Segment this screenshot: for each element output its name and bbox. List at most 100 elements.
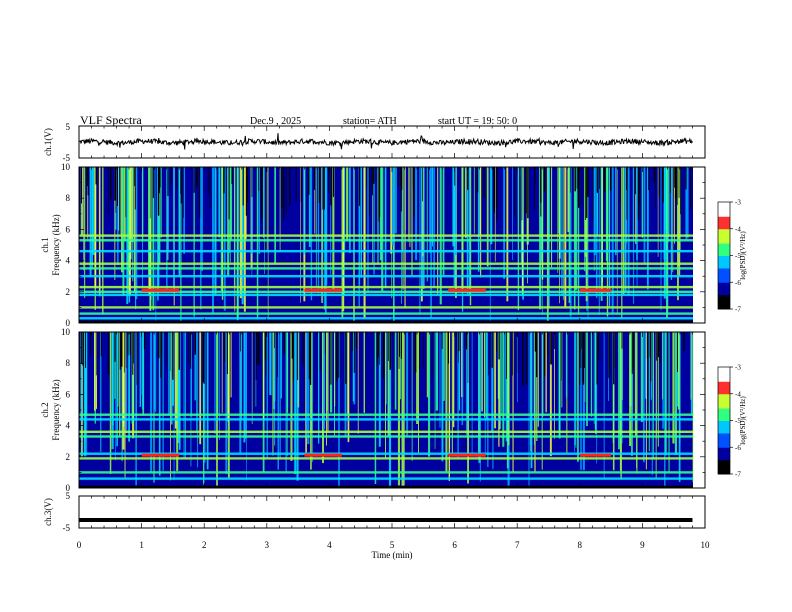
colorbar-segment xyxy=(718,278,730,281)
sferic-streak xyxy=(692,332,694,483)
colorbar-segment xyxy=(718,234,730,237)
dark-streak xyxy=(414,332,417,373)
dark-streak xyxy=(560,332,562,381)
dark-streak xyxy=(598,332,600,360)
ch1-colorbar: -3 -4 -5 -6 -7 log(PSD)(V²/Hz) xyxy=(717,199,747,314)
dark-streak xyxy=(245,167,247,216)
sferic-streak xyxy=(442,167,445,276)
sferic-streak xyxy=(541,332,543,470)
colorbar-segment xyxy=(718,424,730,427)
sferic-streak xyxy=(197,332,199,468)
sferic-streak xyxy=(391,167,394,246)
sferic-streak xyxy=(596,332,598,464)
sferic-streak xyxy=(124,167,126,242)
dark-streak xyxy=(121,332,123,367)
sferic-streak xyxy=(685,167,688,240)
dark-streak xyxy=(264,332,266,360)
colorbar-segment xyxy=(718,287,730,290)
dark-streak xyxy=(521,167,523,221)
sferic-streak xyxy=(322,167,323,264)
ch1-spectrogram-ytick-labels: 0 2 4 6 8 10 xyxy=(61,162,71,328)
colorbar-tick-label: -4 xyxy=(735,225,741,233)
sferic-streak xyxy=(464,167,467,239)
colorbar-segment xyxy=(718,465,730,468)
dark-streak xyxy=(587,167,589,197)
dark-streak xyxy=(522,332,524,387)
dark-streak xyxy=(265,332,267,376)
dark-streak xyxy=(261,167,263,219)
dark-streak xyxy=(621,332,623,349)
sferic-streak xyxy=(674,332,677,455)
sferic-streak xyxy=(428,332,431,457)
dark-streak xyxy=(152,167,154,198)
dark-streak xyxy=(596,332,598,385)
dark-streak xyxy=(534,332,536,352)
sferic-streak xyxy=(85,332,88,415)
frequency-band xyxy=(79,239,693,242)
dark-streak xyxy=(95,167,97,185)
sferic-streak xyxy=(344,167,346,253)
colorbar-segment xyxy=(718,292,730,296)
sferic-streak xyxy=(451,332,453,454)
colorbar-segment xyxy=(718,202,730,205)
sferic-streak xyxy=(263,167,264,238)
colorbar-segment xyxy=(718,207,730,210)
dark-streak xyxy=(496,167,498,221)
colorbar-tick-label: -6 xyxy=(735,444,741,452)
dark-streak xyxy=(123,332,125,373)
event-segment xyxy=(448,453,486,457)
sferic-streak xyxy=(171,332,173,425)
colorbar-segment xyxy=(718,250,730,253)
dark-streak xyxy=(82,332,84,366)
colorbar-segment xyxy=(718,259,730,262)
figure-title: VLF Spectra xyxy=(80,113,142,127)
sferic-streak xyxy=(433,167,435,288)
sferic-streak xyxy=(621,167,623,320)
sferic-streak xyxy=(521,167,524,295)
sferic-streak xyxy=(183,332,185,459)
sferic-streak xyxy=(640,332,643,422)
colorbar-segment xyxy=(718,461,730,464)
sferic-streak xyxy=(338,332,340,487)
dark-streak xyxy=(319,332,321,371)
sferic-streak xyxy=(217,332,219,415)
sferic-streak xyxy=(173,332,175,481)
dark-streak xyxy=(626,167,628,190)
dark-streak xyxy=(608,332,610,379)
sferic-streak xyxy=(668,332,670,472)
sferic-streak xyxy=(431,167,434,247)
dark-streak xyxy=(308,167,310,195)
dark-streak xyxy=(401,167,403,190)
sferic-streak xyxy=(221,332,223,413)
dark-streak xyxy=(377,332,379,358)
sferic-streak xyxy=(315,167,317,286)
sferic-streak xyxy=(394,332,397,410)
frequency-band xyxy=(79,413,693,416)
sferic-streak xyxy=(465,332,468,436)
sferic-streak xyxy=(204,332,206,463)
sferic-streak xyxy=(214,332,216,434)
sferic-streak xyxy=(641,167,644,238)
dark-streak xyxy=(525,332,528,385)
colorbar-segment xyxy=(718,298,730,301)
sferic-streak xyxy=(429,167,431,253)
dark-streak xyxy=(506,332,507,379)
sferic-streak xyxy=(593,332,595,424)
colorbar-segment xyxy=(718,374,730,377)
frequency-band xyxy=(79,430,693,433)
sferic-streak xyxy=(459,332,461,411)
dark-streak xyxy=(467,167,469,190)
ch1-ticks xyxy=(78,126,706,158)
low-frequency-band xyxy=(79,485,693,488)
colorbar-segment xyxy=(718,386,730,389)
sferic-streak xyxy=(155,332,157,413)
dark-streak xyxy=(160,332,162,378)
event-segment xyxy=(141,288,180,292)
sferic-streak xyxy=(183,167,185,254)
sferic-streak xyxy=(409,167,411,248)
event-segment xyxy=(579,288,612,292)
dark-streak xyxy=(553,332,555,349)
sferic-streak xyxy=(251,332,253,425)
sferic-streak xyxy=(269,332,272,396)
sferic-streak xyxy=(648,332,650,452)
